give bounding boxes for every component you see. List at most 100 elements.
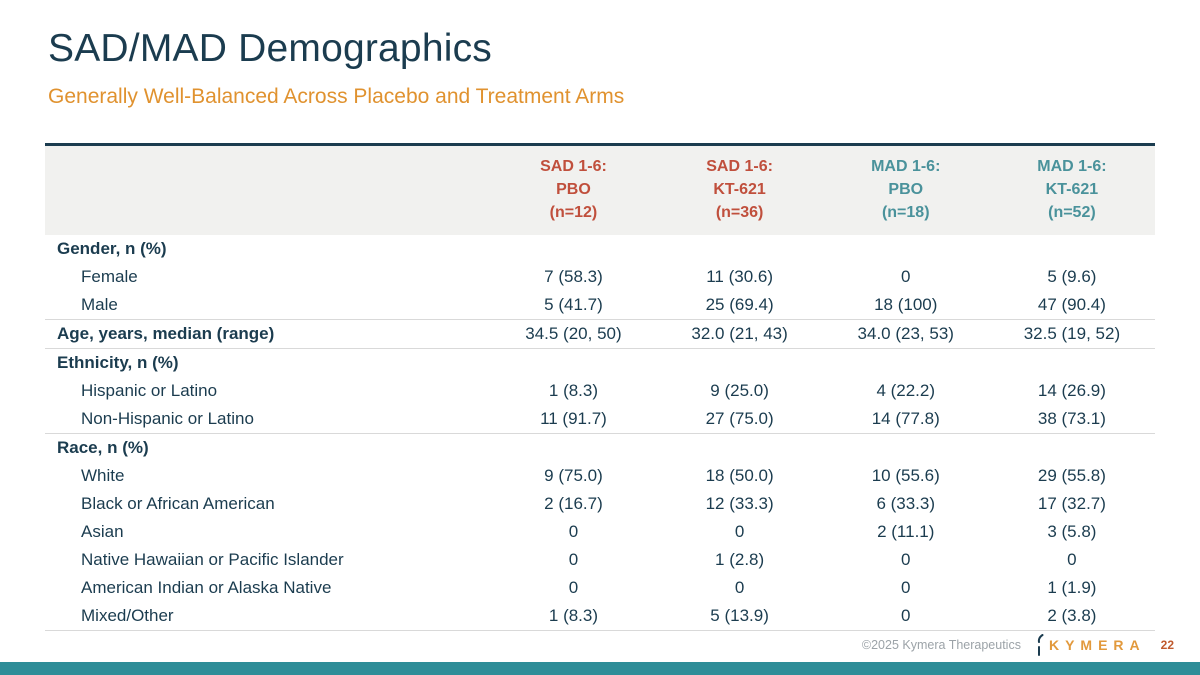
row-label: American Indian or Alaska Native	[81, 578, 332, 598]
cell-value: 11 (30.6)	[706, 266, 773, 286]
table-row: Non-Hispanic or Latino 11 (91.7) 27 (75.0)…	[45, 404, 1155, 434]
cell-value: 0	[1067, 550, 1077, 570]
cell-value	[490, 433, 656, 462]
cell-value: 0	[568, 522, 579, 542]
cell-value: 47 (90.4)	[988, 290, 1155, 320]
cell-value	[657, 235, 823, 263]
row-label: Race, n (%)	[57, 437, 149, 457]
cell-value: 18 (100)	[822, 290, 989, 320]
kymera-logo-text: KYMERA	[1048, 637, 1146, 653]
slide-subtitle: Generally Well-Balanced Across Placebo a…	[48, 85, 625, 108]
row-label: Female	[81, 266, 138, 286]
table-row: Black or African American 2 (16.7) 12 (33.…	[45, 490, 1155, 518]
cell-value: 10 (55.6)	[871, 465, 940, 485]
table-body: Gender, n (%) Female 7 (58.3) 11 (30.6) 0 5 (…	[45, 235, 1155, 632]
cell-value: 9 (75.0)	[544, 465, 603, 485]
cell-value: 2 (3.8)	[988, 602, 1155, 632]
cell-value: 25 (69.4)	[656, 290, 823, 320]
table-row: Asian 0 0 2 (11.1) 3 (5.8)	[45, 518, 1155, 546]
row-label: Mixed/Other	[45, 602, 491, 632]
cell-value: 32.0 (21, 43)	[656, 319, 823, 349]
cell-value: 0	[901, 550, 911, 570]
row-label: Asian	[81, 522, 124, 542]
cell-value	[989, 348, 1155, 377]
cell-value: 32.5 (19, 52)	[988, 319, 1155, 349]
cell-value	[490, 348, 656, 377]
cell-value: 7 (58.3)	[544, 266, 603, 286]
cell-value: 0	[734, 578, 745, 598]
cell-value: 27 (75.0)	[656, 404, 823, 434]
table-row: Native Hawaiian or Pacific Islander 0 1 (2…	[45, 546, 1155, 574]
cell-value: 14 (77.8)	[822, 404, 989, 434]
cell-value: 1 (2.8)	[715, 550, 765, 570]
cell-value: 0	[734, 522, 745, 542]
copyright-text: ©2025 Kymera Therapeutics	[861, 638, 1021, 652]
table-row: Female 7 (58.3) 11 (30.6) 0 5 (9.6)	[45, 263, 1155, 291]
cell-value: 34.5 (20, 50)	[490, 319, 657, 349]
cell-value	[823, 348, 989, 377]
kymera-logo-mark-icon	[1037, 634, 1044, 656]
table-row: Mixed/Other 1 (8.3) 5 (13.9) 0 2 (3.8)	[45, 602, 1155, 632]
demographics-table-container: SAD 1-6: PBO (n=12) SAD 1-6: KT-621 (n=36) MAD…	[45, 142, 1155, 632]
row-label: Non-Hispanic or Latino	[45, 404, 491, 434]
cell-value: 14 (26.9)	[1037, 380, 1106, 400]
cell-value: 3 (5.8)	[1047, 522, 1097, 542]
cell-value: 38 (73.1)	[988, 404, 1155, 434]
cell-value: 2 (16.7)	[544, 493, 603, 513]
cell-value	[657, 348, 823, 377]
column-header: SAD 1-6: PBO (n=12)	[490, 142, 657, 235]
row-label: Male	[45, 290, 491, 320]
cell-value: 2 (11.1)	[877, 522, 935, 542]
footer: ©2025 Kymera Therapeutics KYMERA 22	[862, 634, 1174, 656]
row-label: Age, years, median (range)	[45, 319, 491, 349]
row-label: Gender, n (%)	[57, 238, 167, 258]
page-number: 22	[1160, 638, 1174, 652]
column-header: MAD 1-6: PBO (n=18)	[822, 142, 989, 235]
cell-value: 34.0 (23, 53)	[822, 319, 989, 349]
cell-value: 0	[901, 578, 911, 598]
row-label: Hispanic or Latino	[81, 380, 218, 400]
cell-value: 1 (8.3)	[490, 602, 657, 632]
table-row: Ethnicity, n (%)	[45, 348, 1155, 377]
cell-value	[823, 433, 989, 462]
cell-value: 11 (91.7)	[490, 404, 657, 434]
row-label: Native Hawaiian or Pacific Islander	[81, 550, 344, 570]
cell-value: 0	[568, 550, 579, 570]
table-row: Race, n (%)	[45, 433, 1155, 462]
cell-value: 5 (13.9)	[656, 602, 823, 632]
table-row: Hispanic or Latino 1 (8.3) 9 (25.0) 4 (22.2…	[45, 377, 1155, 405]
cell-value: 0	[901, 266, 911, 286]
cell-value: 0	[568, 578, 579, 598]
cell-value	[823, 235, 989, 263]
table-row: White 9 (75.0) 18 (50.0) 10 (55.6) 29 (55.8)	[45, 462, 1155, 490]
cell-value: 0	[822, 602, 989, 632]
column-header: SAD 1-6: KT-621 (n=36)	[656, 142, 823, 235]
cell-value: 17 (32.7)	[1037, 493, 1106, 513]
cell-value: 29 (55.8)	[1037, 465, 1106, 485]
cell-value: 1 (1.9)	[1047, 578, 1097, 598]
label-column-header	[45, 142, 491, 235]
cell-value: 18 (50.0)	[705, 465, 774, 485]
row-label: Black or African American	[81, 493, 275, 513]
cell-value: 1 (8.3)	[548, 380, 599, 400]
footer-accent-bar	[0, 662, 1200, 675]
row-label: Ethnicity, n (%)	[57, 352, 179, 372]
cell-value	[989, 433, 1155, 462]
demographics-table: SAD 1-6: PBO (n=12) SAD 1-6: KT-621 (n=36) MAD…	[45, 142, 1155, 632]
cell-value: 4 (22.2)	[876, 380, 936, 400]
cell-value: 5 (41.7)	[490, 290, 657, 320]
cell-value: 6 (33.3)	[876, 493, 936, 513]
kymera-logo: KYMERA	[1036, 634, 1146, 656]
cell-value	[989, 235, 1155, 263]
cell-value: 9 (25.0)	[710, 380, 769, 400]
cell-value	[657, 433, 823, 462]
table-row: Gender, n (%)	[45, 235, 1155, 263]
table-row: Male 5 (41.7) 25 (69.4) 18 (100) 47 (90.4)	[45, 290, 1155, 320]
cell-value: 5 (9.6)	[1047, 266, 1097, 286]
table-row: American Indian or Alaska Native 0 0 0 1 (1.…	[45, 574, 1155, 602]
page-title: SAD/MAD Demographics	[48, 27, 492, 70]
cell-value	[490, 235, 656, 263]
column-header: MAD 1-6: KT-621 (n=52)	[988, 142, 1155, 235]
cell-value: 12 (33.3)	[705, 493, 774, 513]
table-header-row: SAD 1-6: PBO (n=12) SAD 1-6: KT-621 (n=36) MAD…	[45, 142, 1155, 235]
